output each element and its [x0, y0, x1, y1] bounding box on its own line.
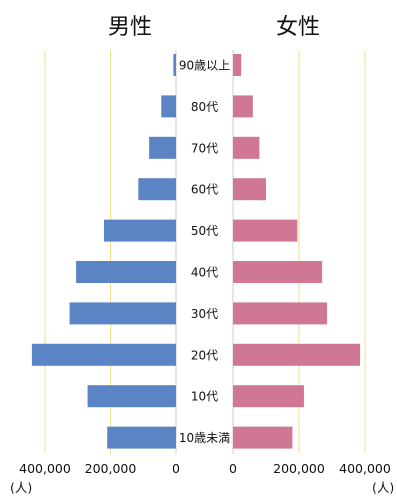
tick-right-2: 400,000 — [339, 461, 391, 476]
female-bar-3 — [233, 178, 266, 201]
category-label-6: 30代 — [191, 307, 218, 321]
category-label-7: 20代 — [191, 348, 218, 362]
tick-left-2: 0 — [172, 461, 180, 476]
female-bar-2 — [233, 136, 260, 159]
female-bar-8 — [233, 385, 304, 408]
male-bar-6 — [69, 302, 176, 325]
male-bar-1 — [161, 95, 176, 118]
female-bar-5 — [233, 261, 323, 283]
x-axis-tick-labels: 400,000 200,000 0 0 200,000 400,000 — [19, 461, 391, 476]
tick-left-1: 200,000 — [85, 461, 137, 476]
male-bars — [31, 54, 177, 449]
category-label-3: 60代 — [191, 183, 218, 197]
category-label-0: 90歳以上 — [179, 59, 230, 73]
male-bar-9 — [107, 426, 176, 449]
category-label-2: 70代 — [191, 141, 218, 155]
female-bar-4 — [233, 219, 298, 242]
tick-right-1: 200,000 — [273, 461, 325, 476]
male-title: 男性 — [108, 15, 152, 40]
category-label-5: 40代 — [191, 266, 218, 280]
category-label-4: 50代 — [191, 224, 218, 238]
female-bar-7 — [233, 343, 361, 366]
female-bar-9 — [233, 426, 293, 449]
category-label-9: 10歳未満 — [179, 431, 230, 445]
male-bar-5 — [76, 261, 176, 283]
unit-left: (人) — [10, 480, 32, 495]
tick-right-0: 0 — [229, 461, 237, 476]
male-bar-3 — [138, 178, 176, 201]
tick-left-0: 400,000 — [19, 461, 71, 476]
male-bar-0 — [173, 54, 176, 76]
male-bar-2 — [149, 136, 176, 159]
unit-right: (人) — [372, 480, 394, 495]
female-bar-6 — [233, 302, 328, 325]
male-bar-8 — [87, 385, 176, 408]
category-label-8: 10代 — [191, 390, 218, 404]
category-label-1: 80代 — [191, 100, 218, 114]
female-bar-1 — [233, 95, 253, 118]
male-bar-7 — [31, 343, 177, 366]
female-bar-0 — [233, 54, 242, 76]
female-title: 女性 — [276, 15, 320, 40]
female-bars — [233, 54, 361, 449]
age-category-labels: 90歳以上 80代 70代 60代 50代 40代 30代 20代 10代 10歳未満 — [179, 59, 230, 446]
male-bar-4 — [103, 219, 176, 242]
